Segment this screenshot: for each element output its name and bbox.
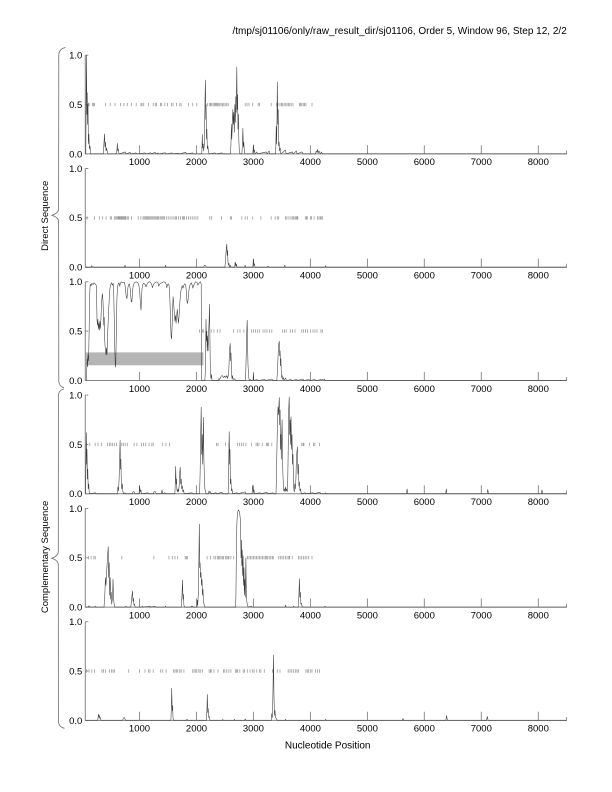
svg-text:1.0: 1.0 [69, 51, 82, 62]
svg-text:7000: 7000 [471, 724, 492, 735]
svg-text:8000: 8000 [528, 724, 549, 735]
svg-text:6000: 6000 [414, 610, 435, 621]
svg-text:5000: 5000 [357, 384, 378, 395]
svg-text:7000: 7000 [471, 157, 492, 168]
svg-text:7000: 7000 [471, 610, 492, 621]
svg-text:3000: 3000 [243, 497, 264, 508]
svg-text:2000: 2000 [186, 157, 207, 168]
svg-text:1.0: 1.0 [69, 504, 82, 515]
svg-text:7000: 7000 [471, 271, 492, 282]
svg-text:0.0: 0.0 [69, 376, 82, 387]
svg-text:0.0: 0.0 [69, 263, 82, 274]
svg-text:1000: 1000 [129, 157, 150, 168]
svg-text:8000: 8000 [528, 157, 549, 168]
svg-text:4000: 4000 [300, 497, 321, 508]
svg-text:5000: 5000 [357, 271, 378, 282]
svg-text:2000: 2000 [186, 610, 207, 621]
svg-text:0.5: 0.5 [69, 100, 82, 111]
svg-text:1000: 1000 [129, 271, 150, 282]
svg-text:4000: 4000 [300, 724, 321, 735]
svg-text:0.0: 0.0 [69, 603, 82, 614]
svg-text:5000: 5000 [357, 157, 378, 168]
svg-text:0.5: 0.5 [69, 440, 82, 451]
svg-text:0.5: 0.5 [69, 666, 82, 677]
svg-text:6000: 6000 [414, 271, 435, 282]
svg-text:5000: 5000 [357, 724, 378, 735]
svg-text:5000: 5000 [357, 610, 378, 621]
svg-text:2000: 2000 [186, 384, 207, 395]
svg-text:6000: 6000 [414, 384, 435, 395]
svg-text:/tmp/sj01106/only/raw_result_d: /tmp/sj01106/only/raw_result_dir/sj01106… [233, 26, 568, 37]
svg-text:1.0: 1.0 [69, 617, 82, 628]
svg-text:0.5: 0.5 [69, 327, 82, 338]
svg-text:6000: 6000 [414, 724, 435, 735]
svg-text:0.5: 0.5 [69, 213, 82, 224]
svg-text:3000: 3000 [243, 157, 264, 168]
svg-text:Direct Sequence: Direct Sequence [40, 181, 51, 251]
svg-text:2000: 2000 [186, 724, 207, 735]
svg-text:4000: 4000 [300, 271, 321, 282]
svg-text:8000: 8000 [528, 384, 549, 395]
svg-text:1000: 1000 [129, 610, 150, 621]
svg-text:1000: 1000 [129, 384, 150, 395]
svg-text:7000: 7000 [471, 384, 492, 395]
svg-text:4000: 4000 [300, 384, 321, 395]
svg-text:2000: 2000 [186, 497, 207, 508]
svg-text:3000: 3000 [243, 271, 264, 282]
svg-text:0.5: 0.5 [69, 553, 82, 564]
svg-text:3000: 3000 [243, 384, 264, 395]
svg-text:Nucleotide Position: Nucleotide Position [285, 740, 371, 751]
svg-text:3000: 3000 [243, 610, 264, 621]
svg-text:2000: 2000 [186, 271, 207, 282]
svg-text:3000: 3000 [243, 724, 264, 735]
svg-text:0.0: 0.0 [69, 489, 82, 500]
svg-text:1.0: 1.0 [69, 391, 82, 402]
svg-text:4000: 4000 [300, 157, 321, 168]
svg-text:6000: 6000 [414, 157, 435, 168]
svg-text:8000: 8000 [528, 271, 549, 282]
svg-text:6000: 6000 [414, 497, 435, 508]
svg-text:5000: 5000 [357, 497, 378, 508]
svg-text:1000: 1000 [129, 724, 150, 735]
svg-text:0.0: 0.0 [69, 149, 82, 160]
svg-text:7000: 7000 [471, 497, 492, 508]
svg-text:8000: 8000 [528, 497, 549, 508]
svg-text:0.0: 0.0 [69, 716, 82, 727]
svg-text:Complementary Sequence: Complementary Sequence [40, 501, 51, 613]
svg-text:1.0: 1.0 [69, 164, 82, 175]
svg-text:1.0: 1.0 [69, 277, 82, 288]
svg-text:4000: 4000 [300, 610, 321, 621]
svg-text:1000: 1000 [129, 497, 150, 508]
svg-text:8000: 8000 [528, 610, 549, 621]
